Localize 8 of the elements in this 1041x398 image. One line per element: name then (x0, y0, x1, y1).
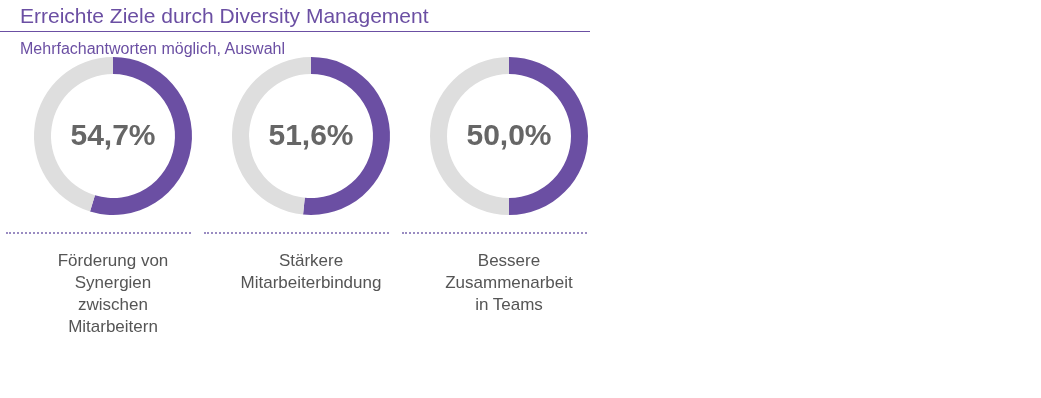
slice-label: Förderung von Synergien zwischen Mitarbeitern (57, 251, 169, 336)
data-label: 50,0% (466, 118, 552, 151)
slice-label: Stärkere Mitarbeiterbindung (240, 251, 382, 292)
slice-label: Bessere Zusammenarbeit in Teams (445, 251, 574, 314)
chart-subtitle: Mehrfachantworten möglich, Auswahl (20, 40, 286, 57)
data-label: 51,6% (268, 118, 354, 151)
data-label: 54,7% (70, 118, 156, 151)
chart-title: Erreichte Ziele durch Diversity Management (20, 4, 429, 27)
